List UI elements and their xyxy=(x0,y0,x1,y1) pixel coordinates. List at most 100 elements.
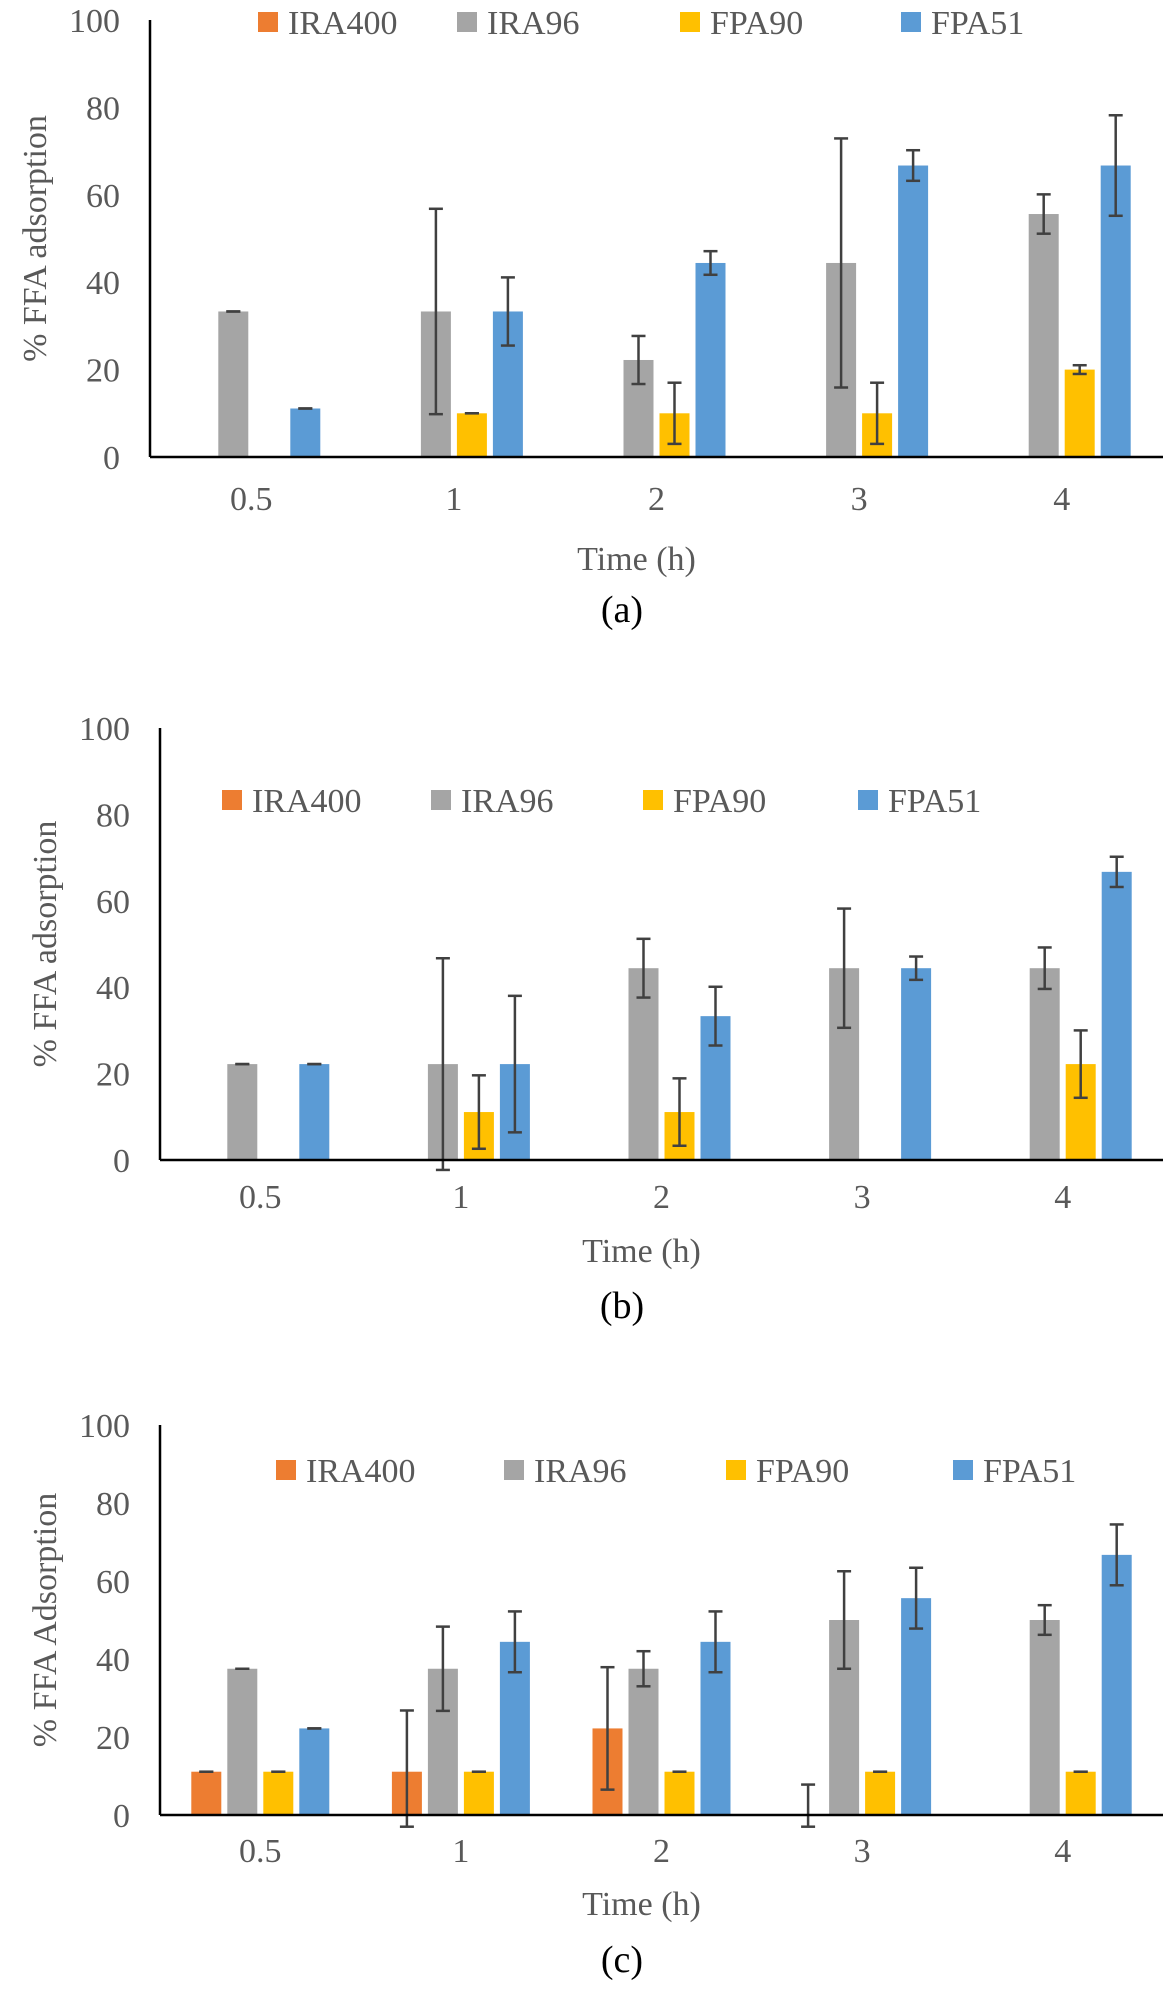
x-tick-label: 4 xyxy=(1054,1833,1071,1870)
error-bar-fpa90-1 xyxy=(471,1074,486,1151)
bar-ira96-0.5 xyxy=(218,311,249,457)
error-bar-fpa90-3 xyxy=(870,381,885,446)
bar-fpa90-1 xyxy=(456,413,487,457)
x-tick-label: 1 xyxy=(445,481,462,518)
y-tick-label: 0 xyxy=(113,1143,130,1180)
bar-fpa51-0.5 xyxy=(299,1064,330,1160)
error-bar-fpa51-1 xyxy=(507,1610,522,1674)
y-axis-title: % FFA Adsorption xyxy=(27,1493,64,1747)
error-bar-ira96-1 xyxy=(435,957,450,1172)
error-bar-fpa90-2 xyxy=(667,381,682,446)
error-bar-ira96-3 xyxy=(837,1570,852,1670)
legend-swatch-fpa90 xyxy=(680,12,700,32)
x-tick-label: 3 xyxy=(851,481,868,518)
panel-caption: (b) xyxy=(600,1285,644,1327)
error-bar-ira96-4 xyxy=(1037,1603,1052,1637)
y-tick-label: 100 xyxy=(79,1408,130,1445)
legend-swatch-ira96 xyxy=(457,12,477,32)
legend-swatch-fpa90 xyxy=(726,1460,746,1480)
x-tick-label: 3 xyxy=(854,1179,871,1216)
x-axis-title: Time (h) xyxy=(577,541,696,578)
legend-swatch-ira96 xyxy=(431,790,451,810)
x-tick-label: 1 xyxy=(452,1179,469,1216)
y-tick-label: 60 xyxy=(96,884,130,921)
legend: IRA400 IRA96 FPA90 FPA51 xyxy=(258,5,1024,42)
error-bar-ira96-1 xyxy=(428,207,443,416)
bar-fpa90-4 xyxy=(1065,1771,1096,1815)
bar-fpa51-3 xyxy=(901,1598,932,1815)
y-axis-title: % FFA adsorption xyxy=(27,821,64,1068)
error-bar-fpa51-1 xyxy=(507,994,522,1134)
legend-label-ira400: IRA400 xyxy=(288,5,398,42)
y-tick-label: 0 xyxy=(113,1798,130,1835)
y-tick-label: 0 xyxy=(103,440,120,477)
legend-label-ira96: IRA96 xyxy=(461,783,554,820)
error-bar-fpa51-3 xyxy=(906,148,921,183)
bar-fpa90-2 xyxy=(664,1771,695,1815)
error-bar-ira96-3 xyxy=(834,137,849,389)
y-tick-label: 40 xyxy=(96,1642,130,1679)
bar-fpa90-0.5 xyxy=(263,1771,294,1815)
bar-ira96-4 xyxy=(1029,968,1060,1160)
legend-label-fpa51: FPA51 xyxy=(888,783,981,820)
legend-swatch-ira96 xyxy=(504,1460,524,1480)
legend-swatch-fpa51 xyxy=(953,1460,973,1480)
y-tick-label: 40 xyxy=(96,970,130,1007)
error-bar-fpa90-4 xyxy=(1073,1029,1088,1100)
chart-panel-2: 0 20 40 60 80 100 0.5 1 2 3 4 Time (h) % FFA adsorpt… xyxy=(27,711,1163,1327)
x-tick-label: 0.5 xyxy=(230,481,273,518)
bar-fpa51-0.5 xyxy=(299,1728,330,1815)
x-tick-label: 0.5 xyxy=(239,1179,282,1216)
legend-swatch-fpa90 xyxy=(643,790,663,810)
legend-swatch-fpa51 xyxy=(858,790,878,810)
error-bar-fpa51-3 xyxy=(909,955,924,982)
x-tick-label: 4 xyxy=(1053,481,1070,518)
error-bar-fpa51-4 xyxy=(1108,114,1123,218)
error-bar-fpa90-4 xyxy=(1072,363,1087,376)
error-bar-fpa90-2 xyxy=(672,1077,687,1147)
legend-label-fpa51: FPA51 xyxy=(931,5,1024,42)
bar-ira96-2 xyxy=(628,1668,659,1815)
bar-fpa90-1 xyxy=(463,1771,494,1815)
legend: IRA400 IRA96 FPA90 FPA51 xyxy=(276,1453,1076,1490)
legend-label-fpa90: FPA90 xyxy=(673,783,766,820)
error-bar-fpa51-2 xyxy=(708,985,723,1047)
legend-swatch-fpa51 xyxy=(901,12,921,32)
error-bar-fpa51-4 xyxy=(1109,1523,1124,1587)
error-bar-fpa51-2 xyxy=(708,1610,723,1674)
bar-fpa90-4 xyxy=(1064,369,1095,457)
y-tick-label: 80 xyxy=(96,1486,130,1523)
x-tick-label: 0.5 xyxy=(239,1833,282,1870)
bar-ira400-0.5 xyxy=(191,1771,222,1815)
y-tick-label: 20 xyxy=(96,1720,130,1757)
panel-caption: (a) xyxy=(601,589,643,631)
bar-fpa90-3 xyxy=(865,1771,896,1815)
bar-fpa51-4 xyxy=(1101,1554,1132,1815)
bar-ira96-4 xyxy=(1028,214,1059,457)
chart-panel-3: 0 20 40 60 80 100 0.5 1 2 3 4 Time (h) % FFA Adsorpt… xyxy=(27,1408,1163,1981)
x-tick-label: 1 xyxy=(452,1833,469,1870)
error-bar-ira96-2 xyxy=(636,1649,651,1688)
y-tick-label: 60 xyxy=(86,178,120,215)
legend-label-fpa90: FPA90 xyxy=(710,5,803,42)
bar-fpa51-0.5 xyxy=(290,408,321,457)
bar-ira96-0.5 xyxy=(227,1668,258,1815)
y-axis-title: % FFA adsorption xyxy=(17,115,54,362)
error-bar-ira400-3 xyxy=(801,1783,816,1828)
x-tick-label: 3 xyxy=(854,1833,871,1870)
legend: IRA400 IRA96 FPA90 FPA51 xyxy=(222,783,981,820)
bar-fpa51-2 xyxy=(695,262,726,457)
y-tick-label: 20 xyxy=(86,353,120,390)
bar-fpa51-3 xyxy=(898,165,929,457)
error-bar-ira96-2 xyxy=(636,937,651,999)
error-bar-ira96-1 xyxy=(435,1625,450,1713)
error-bar-ira400-1 xyxy=(399,1709,414,1828)
error-bar-ira96-4 xyxy=(1037,946,1052,991)
bar-fpa51-4 xyxy=(1101,871,1132,1160)
bar-ira96-2 xyxy=(628,968,659,1160)
legend-label-fpa90: FPA90 xyxy=(756,1453,849,1490)
error-bar-ira96-3 xyxy=(837,907,852,1030)
error-bar-fpa51-4 xyxy=(1109,855,1124,889)
y-tick-label: 100 xyxy=(79,711,130,748)
error-bar-ira96-2 xyxy=(631,334,646,386)
